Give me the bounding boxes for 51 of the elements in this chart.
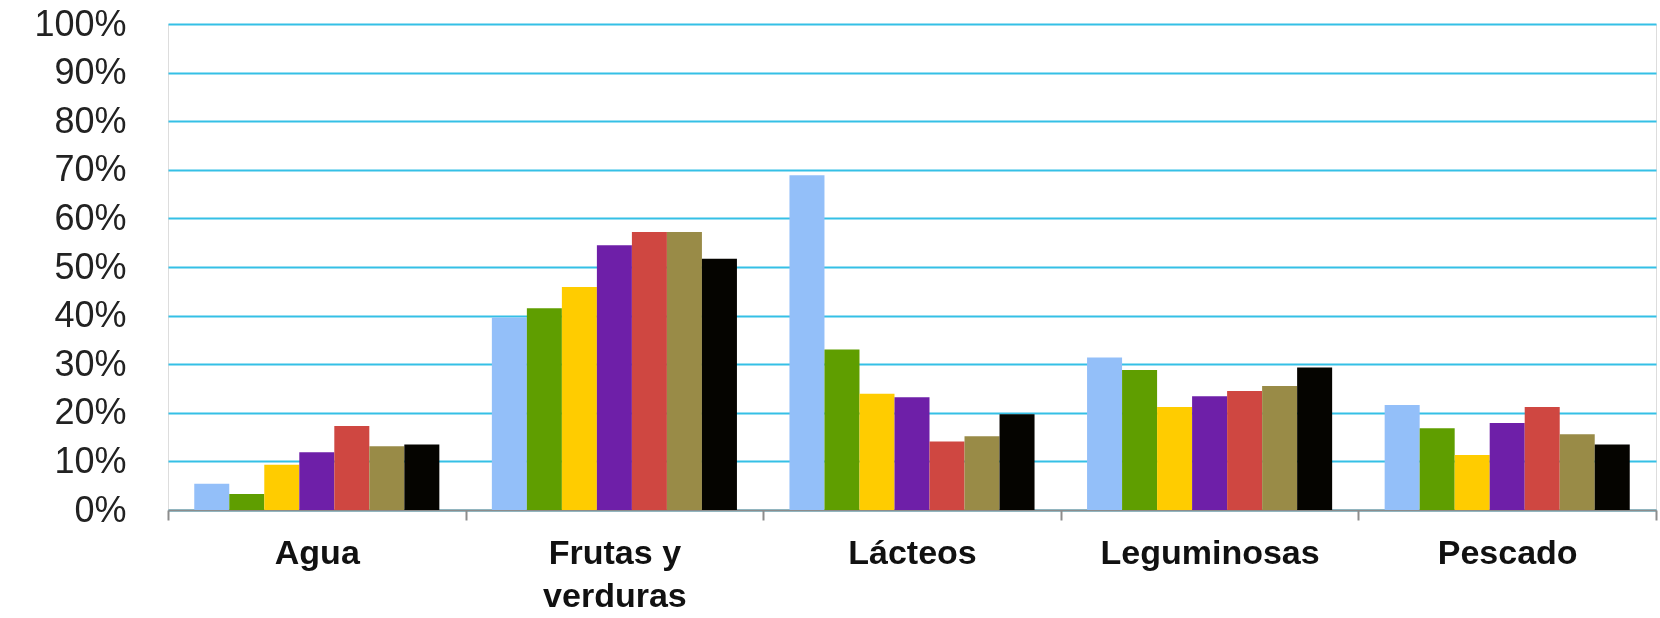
bar — [929, 441, 965, 510]
x-tick-label: Lácteos — [848, 532, 977, 571]
bar — [824, 349, 860, 510]
bar — [1419, 428, 1455, 510]
y-tick-label: 30% — [54, 342, 127, 384]
bar — [526, 308, 562, 510]
bar — [491, 317, 527, 510]
x-tick-label: Leguminosas — [1100, 532, 1320, 571]
bar — [894, 397, 930, 510]
bar — [1087, 357, 1123, 510]
bar — [299, 452, 335, 510]
bar — [334, 425, 370, 510]
x-tick-label: Agua — [274, 532, 361, 571]
bar — [1524, 406, 1560, 510]
bar — [1192, 396, 1228, 510]
bar — [859, 393, 895, 510]
y-tick-label: 80% — [54, 99, 127, 141]
bar — [194, 483, 230, 510]
y-tick-label: 100% — [34, 2, 127, 44]
bar — [701, 258, 737, 510]
bar — [561, 286, 597, 510]
bar — [404, 444, 440, 510]
y-tick-label: 90% — [54, 51, 127, 93]
bar — [964, 436, 1000, 510]
bar — [631, 232, 667, 510]
bar — [1297, 367, 1333, 510]
y-tick-label: 10% — [54, 439, 127, 481]
bar — [999, 414, 1035, 510]
bar — [1594, 444, 1630, 510]
bar — [264, 464, 300, 510]
x-tick-label: Frutas y verduras — [543, 532, 687, 614]
bar — [1489, 423, 1525, 510]
y-tick-label: 0% — [74, 488, 127, 530]
bar — [1227, 390, 1263, 510]
bar — [229, 493, 265, 510]
y-tick-label: 50% — [54, 245, 127, 287]
bar — [789, 175, 825, 510]
y-tick-label: 60% — [54, 196, 127, 238]
bar — [1262, 386, 1298, 510]
bar — [596, 245, 632, 510]
bar — [1122, 370, 1158, 510]
bar — [1559, 434, 1595, 510]
x-tick-label: Pescado — [1437, 532, 1578, 571]
bar — [666, 232, 702, 510]
bar — [1157, 406, 1193, 510]
y-tick-label: 70% — [54, 148, 127, 190]
y-tick-label: 40% — [54, 294, 127, 336]
bar — [369, 446, 405, 510]
bar — [1384, 405, 1420, 510]
bar — [1454, 455, 1490, 510]
y-tick-label: 20% — [54, 391, 127, 433]
